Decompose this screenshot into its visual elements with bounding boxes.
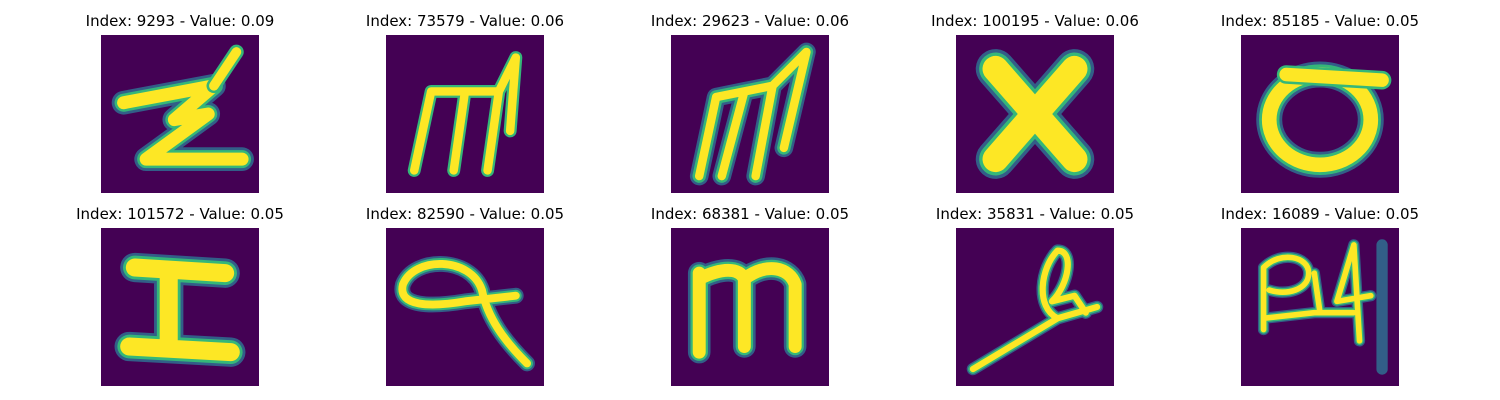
digit-image [1241,35,1399,193]
panel-title: Index: 82590 - Value: 0.05 [365,205,565,223]
digit-image [1241,228,1399,386]
digit-image [956,35,1114,193]
digit-image [386,228,544,386]
panel-title: Index: 16089 - Value: 0.05 [1220,205,1420,223]
digit-image [671,35,829,193]
panel-title: Index: 100195 - Value: 0.06 [931,12,1139,30]
panel-title: Index: 9293 - Value: 0.09 [85,12,275,30]
digit-image [671,228,829,386]
panel-title: Index: 73579 - Value: 0.06 [365,12,565,30]
panel-title: Index: 101572 - Value: 0.05 [76,205,284,223]
panel-title: Index: 29623 - Value: 0.06 [650,12,850,30]
panel-title: Index: 85185 - Value: 0.05 [1220,12,1420,30]
digit-image [956,228,1114,386]
digit-image [101,228,259,386]
digit-image [101,35,259,193]
digit-image [386,35,544,193]
panel-title: Index: 35831 - Value: 0.05 [935,205,1135,223]
panel-title: Index: 68381 - Value: 0.05 [650,205,850,223]
